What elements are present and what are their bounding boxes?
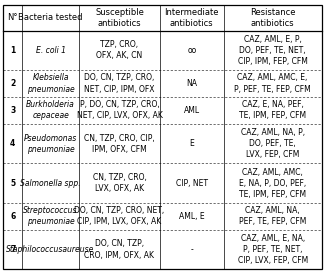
Text: Klebsiella
pneumoniae: Klebsiella pneumoniae: [27, 73, 74, 94]
Text: Susceptible
antibiotics: Susceptible antibiotics: [95, 8, 144, 28]
Text: CAZ, E, NA, PEF,
TE, IPM, FEP, CFM: CAZ, E, NA, PEF, TE, IPM, FEP, CFM: [239, 100, 306, 120]
Text: 6: 6: [10, 212, 15, 221]
Text: CIP, NET: CIP, NET: [176, 179, 208, 188]
Text: Bacteria tested: Bacteria tested: [18, 14, 83, 23]
Text: NA: NA: [186, 79, 197, 88]
Text: DO, CN, TZP, CRO,
NET, CIP, IPM, OFX: DO, CN, TZP, CRO, NET, CIP, IPM, OFX: [84, 73, 155, 94]
Text: 1: 1: [10, 46, 15, 55]
Text: AML, E: AML, E: [179, 212, 204, 221]
Text: -: -: [190, 245, 193, 254]
Text: 5: 5: [10, 179, 15, 188]
Text: P, DO, CN, TZP, CRO,
NET, CIP, LVX, OFX, AK: P, DO, CN, TZP, CRO, NET, CIP, LVX, OFX,…: [76, 100, 162, 120]
Text: CAZ, AML, E, NA,
P, PEF, TE, NET,
CIP, LVX, FEP, CFM: CAZ, AML, E, NA, P, PEF, TE, NET, CIP, L…: [238, 234, 308, 265]
Text: CAZ, AML, AMC, E,
P, PEF, TE, FEP, CFM: CAZ, AML, AMC, E, P, PEF, TE, FEP, CFM: [234, 73, 311, 94]
Text: CAZ, AML, E, P,
DO, PEF, TE, NET,
CIP, IPM, FEP, CFM: CAZ, AML, E, P, DO, PEF, TE, NET, CIP, I…: [238, 35, 308, 66]
Text: CAZ, AML, NA,
PEF, TE, FEP, CFM: CAZ, AML, NA, PEF, TE, FEP, CFM: [239, 206, 306, 226]
Text: 3: 3: [10, 106, 15, 115]
Text: 2: 2: [10, 79, 15, 88]
Text: Streptococcus
pneumoniae: Streptococcus pneumoniae: [23, 206, 78, 226]
Text: Salmonella spp.: Salmonella spp.: [20, 179, 81, 188]
Text: oo: oo: [187, 46, 196, 55]
Text: DO, CN, TZP,
CRO, IPM, OFX, AK: DO, CN, TZP, CRO, IPM, OFX, AK: [84, 239, 154, 259]
Text: DO, CN, TZP, CRO, NET,
CIP, IPM, LVX, OFX, AK: DO, CN, TZP, CRO, NET, CIP, IPM, LVX, OF…: [74, 206, 164, 226]
Text: CAZ, AML, AMC,
E, NA, P, DO, PEF,
TE, IPM, FEP, CFM: CAZ, AML, AMC, E, NA, P, DO, PEF, TE, IP…: [239, 168, 306, 199]
Text: Staphilococcusaureuse: Staphilococcusaureuse: [6, 245, 95, 254]
Text: 7: 7: [10, 245, 15, 254]
Text: 4: 4: [10, 139, 15, 148]
Text: N°: N°: [7, 14, 18, 23]
Text: E: E: [189, 139, 194, 148]
Text: CN, TZP, CRO,
LVX, OFX, AK: CN, TZP, CRO, LVX, OFX, AK: [93, 173, 146, 193]
Text: E. coli 1: E. coli 1: [36, 46, 66, 55]
Text: Resistance
antibiotics: Resistance antibiotics: [250, 8, 295, 28]
Text: CAZ, AML, NA, P,
DO, PEF, TE,
LVX, FEP, CFM: CAZ, AML, NA, P, DO, PEF, TE, LVX, FEP, …: [240, 128, 305, 159]
Text: TZP, CRO,
OFX, AK, CN: TZP, CRO, OFX, AK, CN: [96, 40, 143, 60]
Text: AML: AML: [184, 106, 200, 115]
Text: Intermediate
antibiotics: Intermediate antibiotics: [164, 8, 219, 28]
Text: CN, TZP, CRO, CIP,
IPM, OFX, CFM: CN, TZP, CRO, CIP, IPM, OFX, CFM: [84, 134, 155, 154]
Text: Pseudomonas
pneumoniae: Pseudomonas pneumoniae: [24, 134, 77, 154]
Text: Burkholderia
cepaceae: Burkholderia cepaceae: [26, 100, 75, 120]
